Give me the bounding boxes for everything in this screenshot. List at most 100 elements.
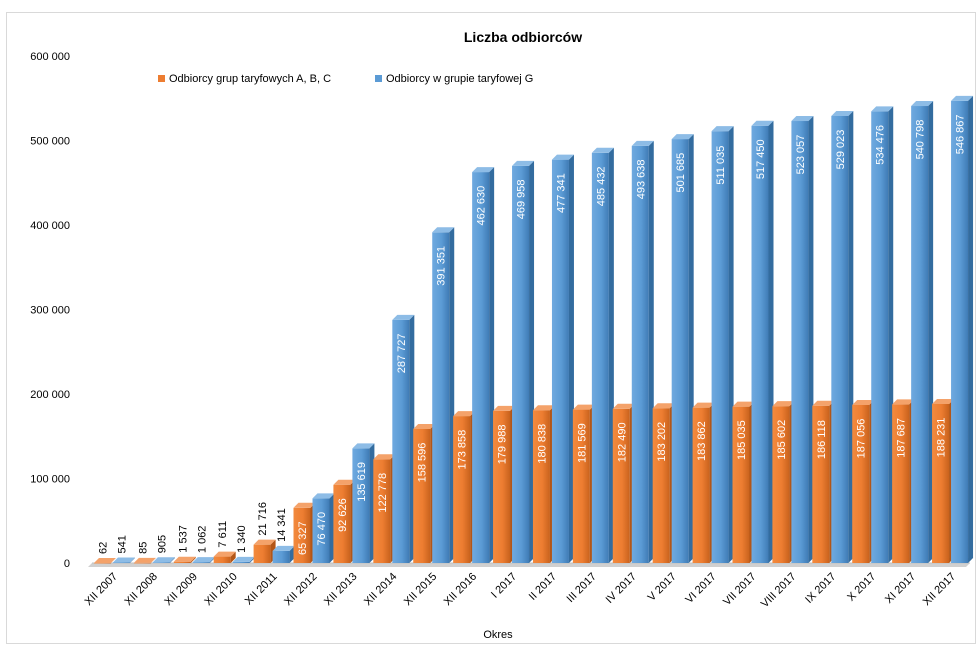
- legend: Odbiorcy grup taryfowych A, B, C Odbiorcy…: [158, 73, 533, 85]
- bar-blue-1: [152, 557, 175, 563]
- data-label-blue-8: 391 351: [436, 246, 448, 286]
- x-tick-label: XII 2012: [282, 571, 319, 608]
- data-label-orange-10: 179 988: [497, 425, 509, 465]
- data-label-orange-13: 182 490: [616, 422, 628, 462]
- data-label-blue-11: 477 341: [555, 173, 567, 213]
- data-label-orange-5: 65 327: [297, 521, 309, 555]
- data-label-blue-18: 529 023: [835, 130, 847, 170]
- data-label-blue-2: 1 062: [196, 526, 208, 554]
- data-label-orange-21: 188 231: [936, 418, 948, 458]
- x-tick-label: XI 2017: [883, 571, 918, 606]
- bar-blue-10: [512, 160, 535, 563]
- data-label-blue-15: 511 035: [715, 146, 727, 185]
- legend-item-blue: Odbiorcy w grupie taryfowej G: [375, 73, 533, 85]
- x-tick-label: IX 2017: [803, 571, 838, 606]
- data-label-orange-15: 183 862: [696, 421, 708, 461]
- data-label-orange-9: 173 858: [457, 430, 469, 470]
- bar-blue-9: [472, 167, 495, 564]
- bar-blue-0: [112, 557, 135, 564]
- bar-blue-4: [272, 545, 295, 563]
- data-label-blue-9: 462 630: [476, 186, 488, 226]
- data-label-blue-1: 905: [156, 535, 168, 553]
- y-tick-label: 400 000: [30, 220, 70, 232]
- y-axis: 0 100 000 200 000 300 000 400 000 500 000 600 …: [30, 51, 70, 570]
- y-tick-label: 500 000: [30, 136, 70, 148]
- data-label-orange-3: 7 611: [217, 521, 229, 548]
- data-label-orange-7: 122 778: [377, 473, 389, 513]
- bar-orange-3: [213, 551, 236, 563]
- data-label-orange-0: 62: [97, 542, 109, 554]
- x-tick-label: XII 2007: [83, 571, 120, 608]
- x-tick-label: I 2017: [489, 571, 519, 601]
- data-label-orange-2: 1 537: [177, 525, 189, 553]
- data-label-blue-4: 14 341: [276, 508, 288, 542]
- chart-title: Liczba odbiorców: [464, 29, 582, 45]
- bar-blue-20: [911, 101, 934, 563]
- data-label-orange-11: 180 838: [536, 424, 548, 464]
- x-tick-label: V 2017: [646, 571, 679, 604]
- bar-blue-7: [392, 314, 415, 563]
- bar-blue-5: [312, 493, 335, 563]
- data-label-blue-10: 469 958: [516, 180, 528, 220]
- data-label-orange-18: 186 118: [816, 420, 828, 459]
- bar-orange-4: [253, 539, 276, 563]
- x-tick-label: XII 2008: [123, 571, 160, 608]
- bar-orange-0: [93, 557, 116, 564]
- x-tick-label: XII 2015: [402, 571, 439, 608]
- data-label-blue-7: 287 727: [396, 334, 408, 374]
- x-tick-label: XII 2009: [162, 571, 199, 608]
- bar-blue-6: [352, 443, 375, 563]
- legend-swatch: [375, 75, 382, 82]
- x-tick-label: II 2017: [527, 571, 559, 603]
- data-label-orange-12: 181 569: [576, 423, 588, 463]
- data-label-orange-4: 21 716: [257, 502, 269, 536]
- legend-swatch: [158, 75, 165, 82]
- x-tick-label: VI 2017: [683, 571, 718, 606]
- data-label-blue-19: 534 476: [875, 125, 887, 165]
- y-tick-label: 600 000: [30, 51, 70, 63]
- x-tick-label: XII 2010: [202, 571, 239, 608]
- x-tick-label: XII 2013: [322, 571, 359, 608]
- data-label-orange-14: 183 202: [656, 422, 668, 462]
- bar-blue-15: [711, 126, 734, 564]
- legend-label: Odbiorcy grup taryfowych A, B, C: [169, 73, 331, 85]
- data-label-blue-20: 540 798: [915, 120, 927, 160]
- bars: [93, 95, 974, 564]
- data-label-orange-1: 85: [137, 542, 149, 554]
- x-tick-label: III 2017: [565, 571, 599, 605]
- bar-blue-11: [551, 154, 574, 563]
- data-label-orange-20: 187 687: [896, 418, 908, 458]
- y-tick-label: 200 000: [30, 389, 70, 401]
- bar-orange-1: [133, 557, 156, 564]
- bar-blue-16: [751, 120, 774, 563]
- x-tick-label: IV 2017: [604, 571, 639, 606]
- bar-blue-8: [432, 227, 455, 563]
- data-label-blue-17: 523 057: [795, 135, 807, 175]
- data-label-orange-17: 185 602: [776, 420, 788, 460]
- bar-blue-17: [791, 116, 814, 563]
- x-tick-label: XII 2017: [921, 571, 958, 608]
- data-label-blue-13: 493 638: [635, 160, 647, 200]
- data-label-blue-0: 541: [116, 535, 128, 553]
- data-label-orange-16: 185 035: [736, 420, 748, 460]
- data-labels: 62 541 85 905 1 537 1 062 7 611 1 340 21 716 14 3…: [97, 115, 966, 555]
- y-tick-label: 100 000: [30, 474, 70, 486]
- data-label-blue-6: 135 619: [356, 462, 368, 502]
- y-tick-label: 300 000: [30, 305, 70, 317]
- data-label-orange-19: 187 056: [856, 419, 868, 459]
- data-label-blue-12: 485 432: [595, 166, 607, 206]
- x-tick-label: X 2017: [845, 571, 878, 604]
- bar-blue-19: [871, 106, 894, 563]
- x-tick-label: XII 2014: [362, 571, 399, 608]
- bar-blue-21: [951, 95, 974, 563]
- x-tick-label: XII 2016: [442, 571, 479, 608]
- y-tick-label: 0: [64, 558, 70, 570]
- data-label-blue-21: 546 867: [955, 115, 967, 155]
- bar-blue-12: [591, 147, 614, 563]
- bar-blue-3: [232, 556, 255, 563]
- x-tick-label: VIII 2017: [759, 571, 799, 611]
- baseline: [88, 562, 970, 567]
- x-axis: XII 2007 XII 2008 XII 2009 XII 2010 XII 2011…: [83, 571, 959, 611]
- data-label-orange-8: 158 596: [417, 443, 429, 483]
